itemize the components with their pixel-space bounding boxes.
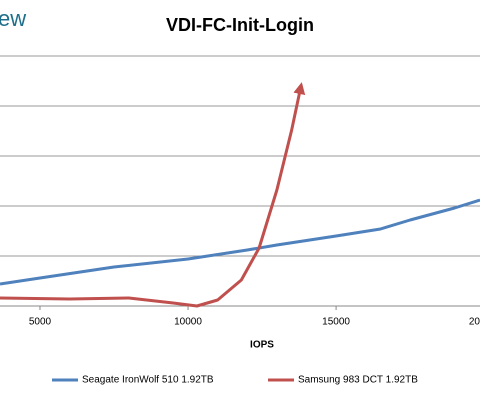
logo: ew	[0, 6, 26, 31]
x-tick-label: 20	[469, 317, 480, 328]
legend-label: Samsung 983 DCT 1.92TB	[298, 375, 418, 386]
series-line	[0, 82, 306, 308]
x-tick-label: 5000	[29, 317, 52, 328]
x-tick-label: 10000	[174, 317, 202, 328]
legend-label: Seagate IronWolf 510 1.92TB	[82, 375, 214, 386]
series-line	[0, 198, 480, 286]
x-axis-label: IOPS	[250, 340, 274, 351]
x-tick-label: 15000	[322, 317, 350, 328]
chart-title: VDI-FC-Init-Login	[166, 15, 314, 35]
